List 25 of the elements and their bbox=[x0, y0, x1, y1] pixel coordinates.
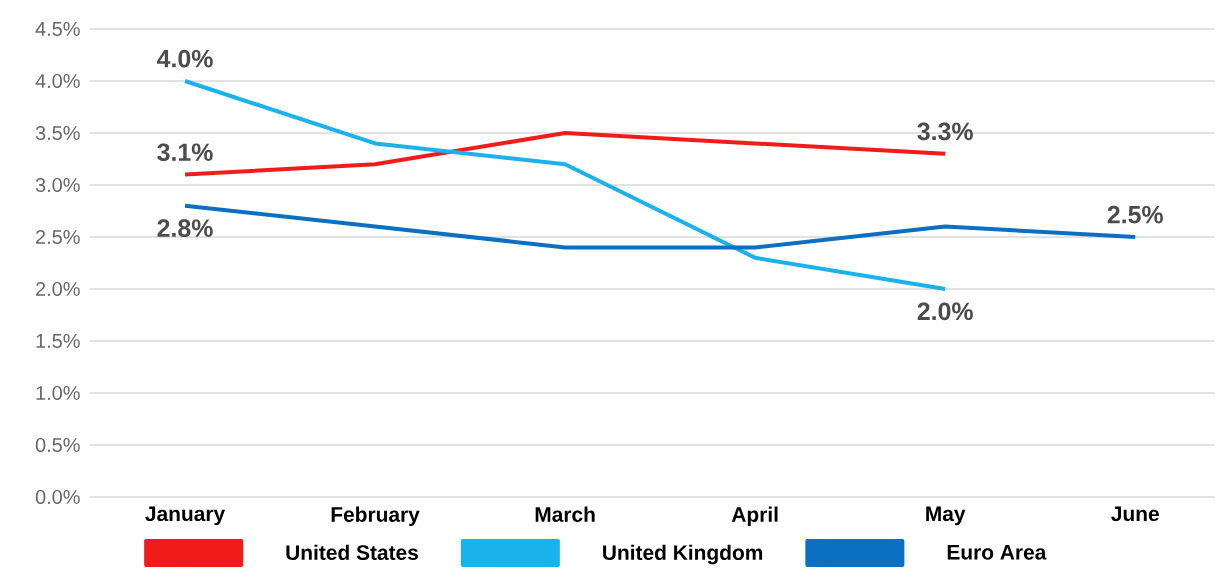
legend-label: United Kingdom bbox=[603, 544, 763, 565]
y-tick-label: 4.5% bbox=[35, 21, 80, 36]
x-tick-label: March bbox=[535, 506, 595, 522]
data-label: 4.0% bbox=[157, 49, 213, 68]
x-tick-label: February bbox=[331, 506, 420, 527]
y-tick-label: 0.0% bbox=[35, 489, 80, 505]
data-label: 2.8% bbox=[157, 219, 213, 237]
y-tick-label: 3.0% bbox=[35, 177, 80, 193]
legend-label: Euro Area bbox=[947, 545, 1047, 560]
x-tick-label: June bbox=[1111, 506, 1159, 522]
legend-label: United States bbox=[286, 544, 418, 561]
data-label: 2.5% bbox=[1107, 205, 1163, 224]
y-tick-label: 3.5% bbox=[35, 125, 80, 141]
x-tick-label: May bbox=[926, 506, 966, 526]
data-label: 3.3% bbox=[917, 122, 973, 141]
data-label: 3.1% bbox=[157, 143, 213, 162]
x-tick-label: January bbox=[145, 506, 226, 526]
y-tick-label: 0.5% bbox=[35, 437, 80, 453]
y-tick-label: 1.0% bbox=[36, 385, 80, 401]
y-tick-label: 4.0% bbox=[35, 73, 80, 89]
x-tick-label: April bbox=[731, 506, 778, 527]
y-tick-label: 2.0% bbox=[36, 281, 80, 297]
data-label: 2.0% bbox=[917, 302, 973, 321]
y-tick-label: 1.5% bbox=[36, 333, 80, 348]
y-tick-label: 2.5% bbox=[36, 229, 80, 245]
